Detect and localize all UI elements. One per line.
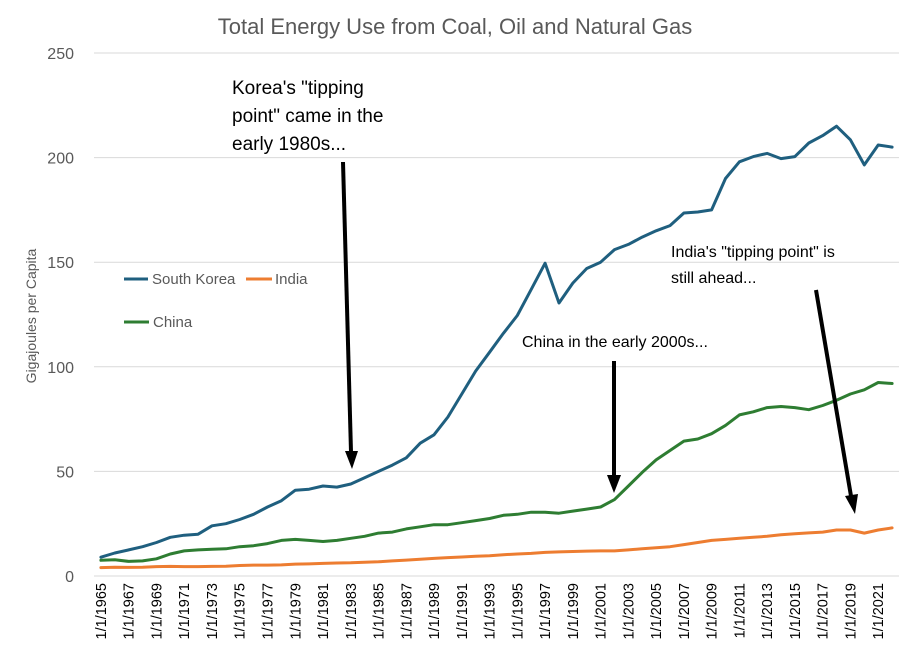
annotation-korea-line-3: early 1980s... — [232, 134, 346, 155]
arrow-india-shaft — [814, 289, 853, 497]
legend: South Korea India China — [124, 271, 308, 331]
x-tick-label: 1/1/1991 — [455, 583, 471, 639]
y-tick-label: 150 — [47, 255, 74, 272]
x-tick-label: 1/1/2021 — [871, 583, 887, 639]
annotation-india-line-2: still ahead... — [671, 270, 756, 287]
arrow-korea-head — [345, 451, 358, 469]
x-tick-label: 1/1/1973 — [205, 583, 221, 639]
arrow-korea-shaft — [341, 161, 353, 453]
annotation-china-line-1: China in the early 2000s... — [522, 334, 708, 351]
x-tick-label: 1/1/2015 — [788, 583, 804, 639]
arrow-china-head — [607, 475, 621, 493]
y-tick-label: 0 — [65, 569, 74, 586]
annotation-korea-line-2: point" came in the — [232, 106, 383, 127]
y-axis-label: Gigajoules per Capita — [23, 248, 39, 383]
x-tick-label: 1/1/1985 — [372, 583, 388, 639]
y-tick-label: 250 — [47, 46, 74, 63]
legend-label-china: China — [153, 314, 193, 331]
x-tick-label: 1/1/1989 — [427, 583, 443, 639]
legend-label-india: India — [275, 271, 308, 288]
x-tick-label: 1/1/2017 — [816, 583, 832, 639]
series-line-china — [99, 381, 894, 563]
x-tick-label: 1/1/1997 — [538, 583, 554, 639]
x-tick-label: 1/1/2013 — [760, 583, 776, 639]
annotation-korea-line-1: Korea's "tipping — [232, 78, 364, 99]
x-tick-label: 1/1/2007 — [677, 583, 693, 639]
x-tick-label: 1/1/2019 — [843, 583, 859, 639]
series-line-south-korea — [99, 124, 894, 559]
annotation-india-line-1: India's "tipping point" is — [671, 244, 835, 261]
x-tick-label: 1/1/2005 — [649, 583, 665, 639]
x-tick-label: 1/1/1975 — [233, 583, 249, 639]
x-tick-label: 1/1/1993 — [483, 583, 499, 639]
x-tick-label: 1/1/1977 — [260, 583, 276, 639]
x-tick-label: 1/1/2001 — [594, 583, 610, 639]
legend-label-south-korea: South Korea — [152, 271, 236, 288]
gridlines — [94, 52, 899, 577]
x-tick-label: 1/1/1995 — [510, 583, 526, 639]
y-tick-label: 50 — [56, 464, 74, 481]
y-tick-label: 100 — [47, 360, 74, 377]
annotations: Korea's "tipping point" came in the earl… — [232, 78, 858, 514]
x-tick-label: 1/1/1969 — [149, 583, 165, 639]
y-tick-label: 200 — [47, 151, 74, 168]
x-tick-label: 1/1/2011 — [732, 583, 748, 638]
x-tick-label: 1/1/1967 — [122, 583, 138, 639]
chart-title: Total Energy Use from Coal, Oil and Natu… — [218, 14, 692, 39]
x-axis-ticks: 1/1/1965 1/1/1967 1/1/1969 1/1/1971 1/1/1973… — [94, 583, 887, 639]
x-tick-label: 1/1/1999 — [566, 583, 582, 639]
y-axis-ticks: 0 50 100 150 200 250 — [47, 46, 74, 586]
series-lines — [99, 124, 894, 570]
x-tick-label: 1/1/1983 — [344, 583, 360, 639]
x-tick-label: 1/1/2009 — [705, 583, 721, 639]
arrow-india-head — [845, 494, 858, 514]
x-tick-label: 1/1/2003 — [621, 583, 637, 639]
x-tick-label: 1/1/1981 — [316, 583, 332, 639]
x-tick-label: 1/1/1965 — [94, 583, 110, 639]
x-tick-label: 1/1/1987 — [399, 583, 415, 639]
series-line-india — [99, 526, 894, 570]
x-tick-label: 1/1/1971 — [177, 583, 193, 639]
x-tick-label: 1/1/1979 — [288, 583, 304, 639]
